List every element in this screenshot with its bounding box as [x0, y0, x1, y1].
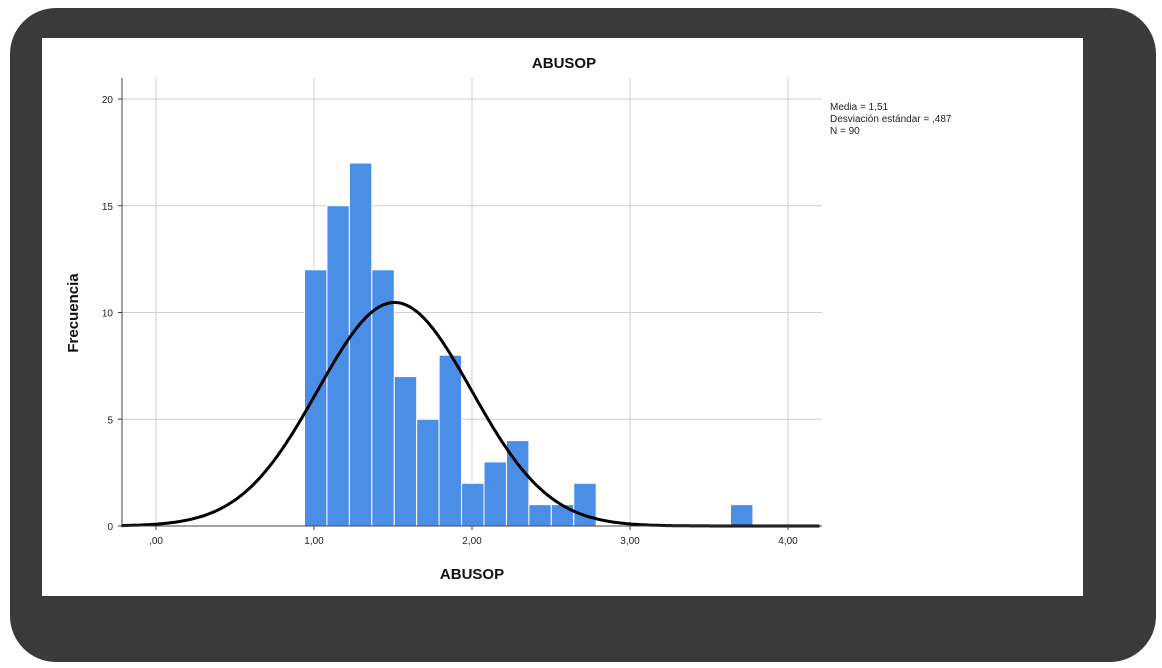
x-tick-label-3: 3,00 — [620, 536, 640, 547]
x-tick-label-2: 2,00 — [462, 536, 482, 547]
histogram-bar-7 — [461, 482, 485, 527]
x-tick-label-1: 1,00 — [304, 536, 324, 547]
stat-n: N = 90 — [830, 126, 860, 137]
histogram-bar-8 — [483, 461, 507, 527]
y-tick-label-0: 0 — [107, 522, 113, 533]
y-tick-label-1: 5 — [107, 415, 113, 426]
histogram-bar-0 — [304, 269, 328, 527]
y-axis-label: Frecuencia — [65, 273, 82, 353]
histogram-chart: ,00 1,00 2,00 3,00 4,00 0 5 10 15 20 ABUSOP ABUSO… — [65, 55, 952, 583]
histogram-bar-11 — [550, 504, 575, 527]
stat-sd: Desviación estándar = ,487 — [830, 114, 952, 125]
histogram-bars — [304, 162, 754, 527]
grid-lines — [122, 78, 822, 526]
y-tick-label-2: 10 — [102, 309, 114, 320]
y-tick-label-3: 15 — [102, 202, 114, 213]
tick-labels: ,00 1,00 2,00 3,00 4,00 0 5 10 15 20 — [102, 95, 798, 547]
histogram-bar-2 — [348, 162, 373, 527]
histogram-bar-6 — [438, 354, 463, 527]
chart-panel: ,00 1,00 2,00 3,00 4,00 0 5 10 15 20 ABUSOP ABUSO… — [42, 38, 1083, 596]
stat-mean: Media = 1,51 — [830, 102, 889, 113]
histogram-bar-12 — [573, 482, 597, 527]
y-tick-label-4: 20 — [102, 95, 114, 106]
histogram-bar-4 — [393, 376, 418, 527]
histogram-bar-10 — [528, 504, 552, 527]
x-tick-label-0: ,00 — [149, 536, 163, 547]
chart-title: ABUSOP — [532, 55, 596, 72]
histogram-bar-13 — [729, 504, 754, 527]
histogram-bar-5 — [416, 418, 440, 527]
x-axis-label: ABUSOP — [440, 566, 504, 583]
stats-box: Media = 1,51 Desviación estándar = ,487 … — [830, 102, 952, 137]
x-tick-label-4: 4,00 — [778, 536, 798, 547]
